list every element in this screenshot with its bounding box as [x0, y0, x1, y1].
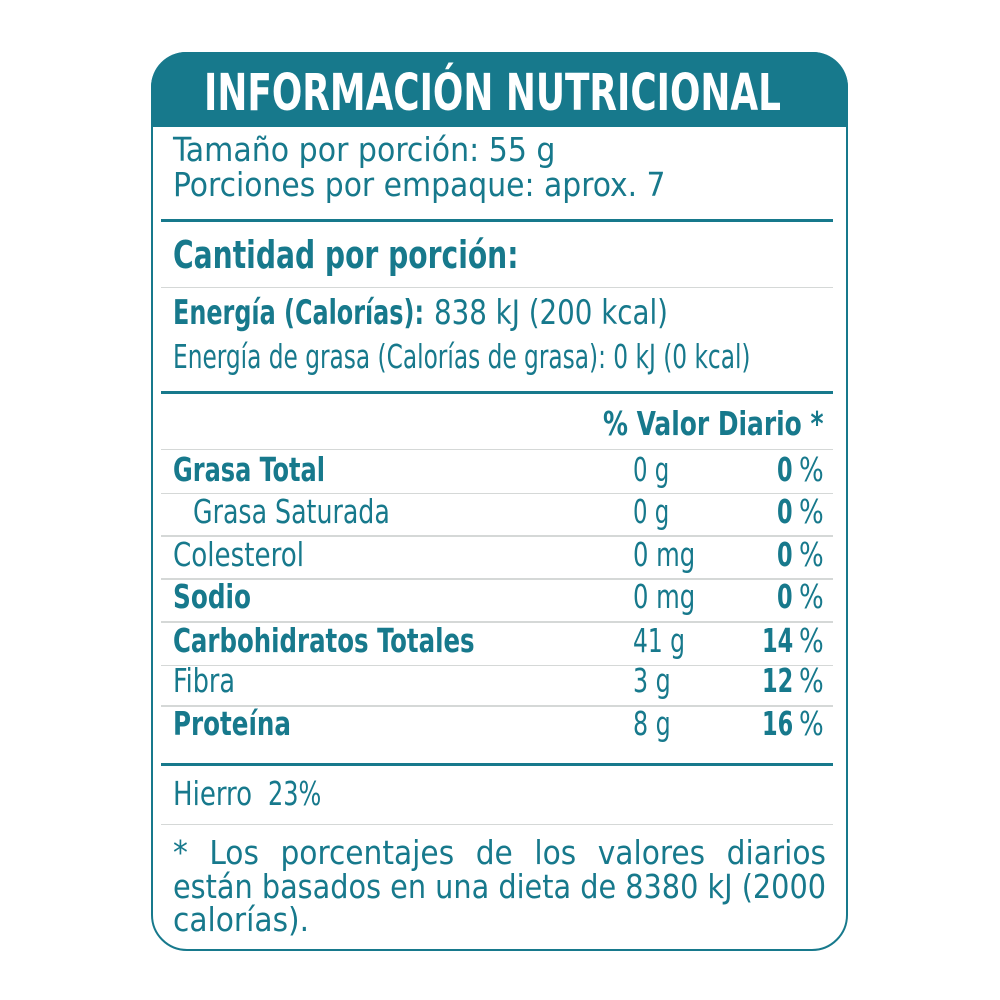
divider	[161, 705, 833, 707]
iron-label: Hierro	[173, 774, 252, 814]
header-bar: INFORMACIÓN NUTRICIONAL	[151, 52, 848, 127]
daily-value-footnote: * Los porcentajes de los valores diarios…	[173, 836, 826, 937]
nutrient-row-dv: 16%	[761, 704, 825, 744]
divider	[161, 578, 833, 580]
amount-per-serving-heading: Cantidad por porción:	[173, 236, 519, 274]
energy-label: Energía (Calorías):	[173, 292, 424, 333]
nutrient-row-amount: 0 mg	[633, 576, 696, 616]
nutrient-row-amount: 0 mg	[633, 534, 696, 574]
divider	[161, 391, 833, 394]
iron-line: Hierro 23%	[173, 777, 321, 810]
nutrient-row-amount: 41 g	[633, 621, 686, 661]
energy-from-fat-line: Energía de grasa (Calorías de grasa): 0 …	[173, 340, 751, 373]
divider	[161, 286, 833, 289]
nutrient-row-dv: 14%	[761, 621, 825, 661]
divider	[161, 664, 833, 667]
divider	[161, 535, 833, 537]
serving-size-text: Tamaño por porción: 55 g	[173, 130, 556, 170]
iron-value: 23%	[267, 774, 321, 814]
nutrient-row-amount: 0 g	[633, 491, 670, 531]
energy-value: 838 kJ (200 kcal)	[433, 292, 668, 333]
footnote-line: * Los porcentajes de los valores diarios	[173, 833, 826, 873]
divider	[161, 621, 833, 623]
energy-from-fat-text: Energía de grasa (Calorías de grasa): 0 …	[173, 337, 751, 377]
nutrient-row-dv: 0%	[777, 449, 825, 489]
nutrient-row-label: Grasa Total	[173, 449, 325, 489]
energy-line: Energía (Calorías): 838 kJ (200 kcal)	[173, 296, 668, 330]
nutrient-row-dv: 12%	[761, 661, 825, 701]
nutrient-row-label: Grasa Saturada	[193, 491, 390, 531]
daily-value-header: % Valor Diario *	[603, 407, 824, 440]
divider	[161, 448, 833, 451]
serving-size-line: Tamaño por porción: 55 g	[173, 133, 556, 166]
nutrient-row-dv: 0%	[777, 534, 825, 574]
servings-per-pack-line: Porciones por empaque: aprox. 7	[173, 168, 666, 201]
nutrient-row-label: Colesterol	[173, 534, 304, 574]
label-title: INFORMACIÓN NUTRICIONAL	[204, 64, 782, 124]
nutrient-row-amount: 3 g	[633, 661, 671, 701]
nutrient-row-label: Fibra	[173, 661, 235, 701]
nutrient-row-label: Carbohidratos Totales	[173, 621, 475, 661]
nutrition-label-card: INFORMACIÓN NUTRICIONAL Tamaño por porci…	[151, 52, 848, 951]
nutrient-row-amount: 8 g	[633, 704, 671, 744]
footnote-line: están basados en una dieta de 8380 kJ (2…	[173, 866, 826, 906]
divider	[161, 492, 833, 495]
nutrient-row-amount: 0 g	[633, 449, 670, 489]
footnote-line: calorías).	[173, 900, 310, 940]
nutrient-row-label: Sodio	[173, 576, 251, 616]
divider	[161, 219, 833, 222]
amount-per-serving-text: Cantidad por porción:	[173, 232, 519, 277]
divider	[161, 763, 833, 766]
nutrient-row-label: Proteína	[173, 704, 291, 744]
nutrient-row-dv: 0%	[777, 576, 825, 616]
daily-value-header-text: % Valor Diario *	[603, 403, 824, 443]
divider	[161, 823, 833, 826]
nutrient-row-dv: 0%	[777, 491, 825, 531]
servings-per-pack-text: Porciones por empaque: aprox. 7	[173, 165, 666, 205]
